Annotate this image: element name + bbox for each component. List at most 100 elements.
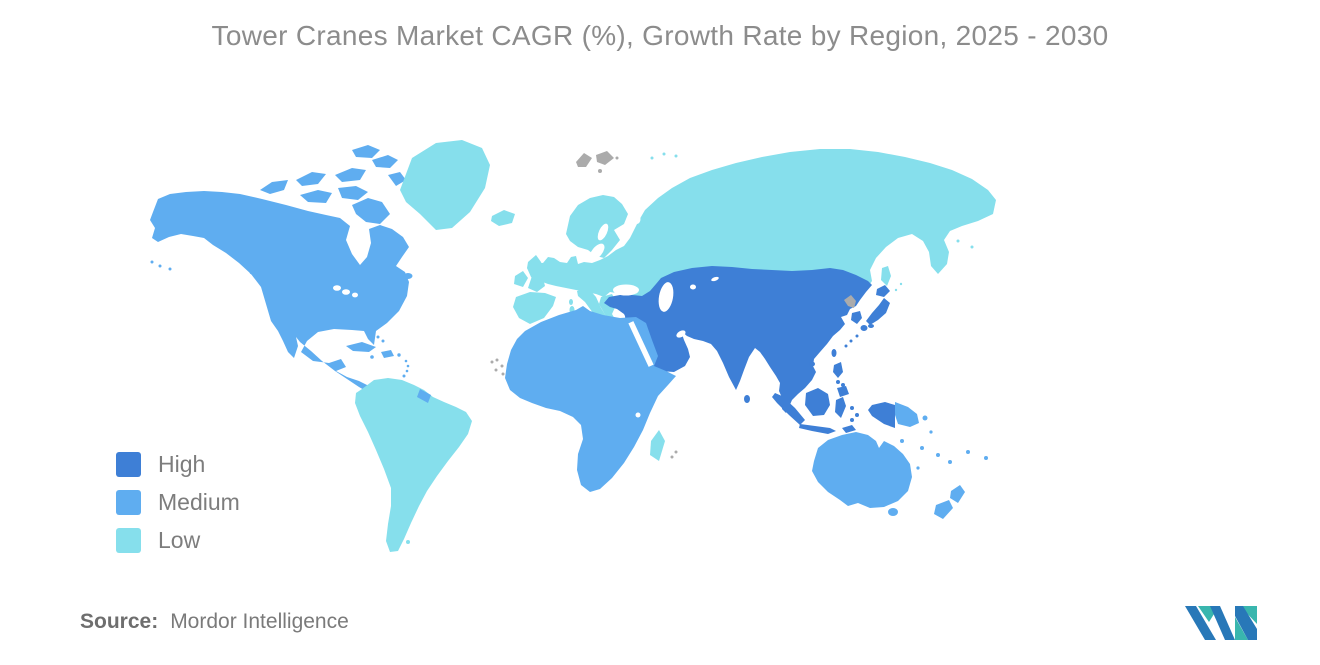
region-russia-islands [650,152,974,292]
lesser-antilles [406,364,410,368]
aleutian-island [158,264,162,268]
region-north-america [150,145,413,399]
arctic-island [338,186,368,200]
south-america-mainland [355,378,472,552]
region-south-korea [851,311,862,324]
lake-victoria [635,412,641,418]
corsica [569,299,573,305]
sumatra [772,393,805,425]
visayas [836,380,840,384]
logo-teal-triangle-bottom-left [1235,617,1248,640]
region-papua-new-guinea [895,402,928,427]
lesser-antilles [405,369,409,373]
north-korea-land [844,295,856,308]
pacific-island [929,430,933,434]
pacific-island [966,450,970,454]
sri-lanka [744,395,750,403]
hispaniola [381,350,394,358]
ryukyu-island [855,334,859,338]
region-europe [513,149,996,331]
arctic-island [300,190,332,203]
arctic-island [335,168,366,182]
region-north-korea [844,295,856,308]
water-overlays [333,214,719,418]
great-lake [333,285,341,291]
trinidad [402,374,406,378]
new-britain [922,415,928,421]
reunion [670,455,674,459]
shikoku [868,324,874,328]
kuril-island [894,288,898,292]
africa-mainland [505,306,676,492]
nz-south-island [934,500,953,519]
cuba [346,342,376,352]
great-lake [352,292,358,298]
lake-balkhash [711,276,719,282]
falkland-islands [406,540,410,544]
legend-label-low: Low [158,527,201,553]
logo-blue-diagonal-left [1185,606,1216,640]
madagascar-island [650,430,665,461]
region-australia [812,432,912,516]
legend-item-medium: Medium [116,489,240,515]
maluku-island [850,406,854,410]
arctic-island [388,172,406,186]
luzon [833,362,843,378]
legend-item-high: High [116,451,240,477]
maluku-island [850,418,854,422]
pacific-island [984,456,988,460]
png-mainland [895,402,919,427]
baltic-sea [589,243,605,261]
source-value: Mordor Intelligence [170,610,349,633]
maluku-island [855,413,859,417]
region-africa [505,306,676,492]
puerto-rico [397,353,401,357]
lesser-antilles [404,359,408,363]
red-sea [628,321,654,367]
iberia [513,292,556,324]
legend-label-high: High [158,451,206,477]
taiwan [831,349,837,357]
pacific-island [916,466,920,470]
ryukyu-island [844,344,848,348]
south-korea-land [851,311,862,324]
tasmania [888,508,898,516]
logo-blue-diagonal-right [1235,606,1257,640]
cape-verde [501,372,505,376]
jamaica [370,355,374,359]
region-indonesia-malaysia [772,388,859,434]
region-south-america [355,378,472,552]
arctic-island [372,155,398,168]
svalbard-island [615,156,619,160]
region-caribbean [346,335,410,378]
vancouver-island [249,269,255,275]
mauritius [674,450,678,454]
aleutian-island [150,260,154,264]
wrangel-island [873,177,877,181]
franz-josef-land [650,156,654,160]
bering-island [956,239,960,243]
region-new-zealand [934,485,965,519]
region-madagascar [650,430,665,461]
cape-verde [494,368,498,372]
newfoundland-island [403,273,413,279]
guianas-patch [417,389,431,403]
borneo [805,388,830,416]
cape-verde [490,360,494,364]
greenland-island [400,140,490,230]
sakhalin [881,266,891,286]
bahamas [381,339,385,343]
iceland-island [491,210,515,226]
visayas [841,383,845,387]
caspian-sea [658,282,674,312]
australia-mainland [812,432,912,508]
kuril-island [899,282,903,286]
mindanao [837,386,849,397]
aral-sea [690,284,696,290]
ireland [514,271,528,287]
arctic-island-baffin [352,198,390,224]
pacific-island [920,446,924,450]
legend-swatch-medium [116,490,141,515]
aleutian-island [168,267,172,271]
